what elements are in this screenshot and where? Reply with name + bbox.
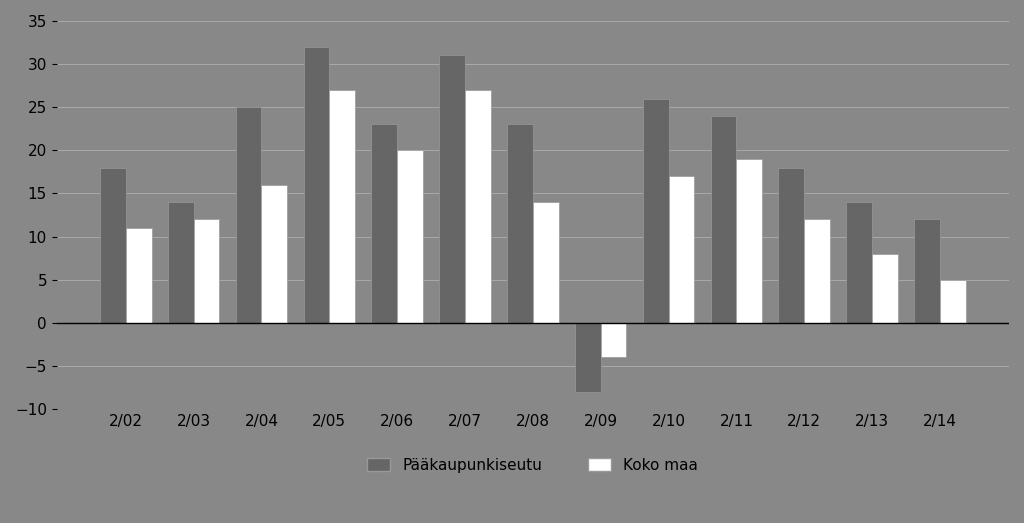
Bar	[507, 124, 532, 323]
Bar	[736, 159, 762, 323]
Bar	[914, 219, 940, 323]
Bar	[532, 202, 559, 323]
Bar	[804, 219, 830, 323]
Bar	[465, 90, 490, 323]
Bar	[236, 107, 261, 323]
Bar	[303, 47, 330, 323]
Bar	[261, 185, 288, 323]
Bar	[100, 167, 126, 323]
Bar	[846, 202, 872, 323]
Bar	[330, 90, 355, 323]
Bar	[872, 254, 898, 323]
Bar	[168, 202, 194, 323]
Bar	[601, 323, 627, 357]
Bar	[372, 124, 397, 323]
Bar	[940, 280, 966, 323]
Bar	[669, 176, 694, 323]
Legend: Pääkaupunkiseutu, Koko maa: Pääkaupunkiseutu, Koko maa	[361, 451, 705, 479]
Bar	[194, 219, 219, 323]
Bar	[711, 116, 736, 323]
Bar	[126, 228, 152, 323]
Bar	[574, 323, 601, 392]
Bar	[439, 55, 465, 323]
Bar	[397, 150, 423, 323]
Bar	[778, 167, 804, 323]
Bar	[643, 99, 669, 323]
